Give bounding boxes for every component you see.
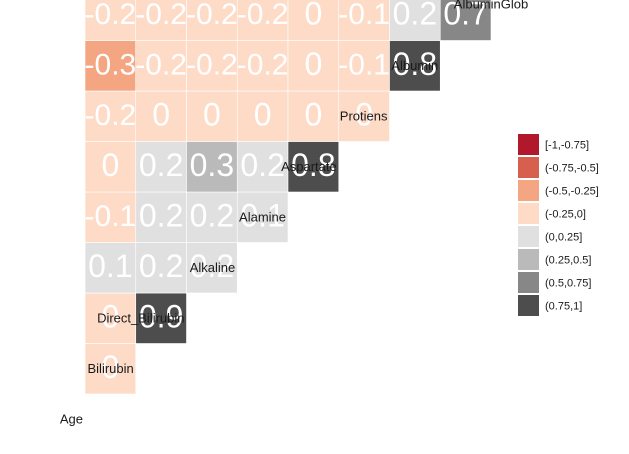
cell-value-label: 0.2 <box>139 147 183 183</box>
heatmap-cell <box>338 40 390 92</box>
cell-value-label: 0.9 <box>139 299 183 335</box>
cell-value-label: 0 <box>304 0 322 32</box>
legend-swatch <box>518 272 539 293</box>
cell-value-label: 0.1 <box>240 198 284 234</box>
cell-value-label: 0 <box>101 349 119 385</box>
cell-value-label: 0 <box>101 299 119 335</box>
legend-swatch <box>518 134 539 155</box>
variable-label: AlbuminGlob <box>454 0 528 12</box>
cell-value-label: 0.2 <box>139 198 183 234</box>
cell-value-label: -0.1 <box>338 0 390 31</box>
cell-value-label: 0.2 <box>240 147 284 183</box>
heatmap-cell <box>439 0 492 41</box>
heatmap-cell <box>186 90 238 142</box>
legend-label: (-0.75,-0.5] <box>545 162 599 174</box>
cell-value-label: 0.3 <box>190 147 234 183</box>
heatmap-cell <box>389 0 441 41</box>
variable-label: Alkaline <box>190 260 236 275</box>
heatmap-cell <box>389 40 441 92</box>
heatmap-cells: 000.1-0.10-0.2-0.3-0.20.90.20.20.20-0.2-… <box>84 0 492 395</box>
cell-value-label: 0 <box>254 97 272 133</box>
cell-value-label: -0.2 <box>186 49 238 82</box>
legend-swatch <box>518 295 539 316</box>
cell-value-label: -0.2 <box>85 99 137 132</box>
variable-label: Albumin <box>391 58 438 73</box>
heatmap-cell <box>338 90 390 142</box>
heatmap-cell <box>135 242 187 294</box>
cell-value-label: 0 <box>152 97 170 133</box>
variable-label: Aspartate <box>281 159 337 174</box>
heatmap-cell <box>236 191 289 243</box>
heatmap-cell <box>186 0 238 41</box>
cell-value-label: -0.2 <box>135 0 187 31</box>
cell-value-label: 0 <box>304 97 322 133</box>
heatmap-cell <box>84 292 137 344</box>
legend-label: (-0.25,0] <box>545 208 586 220</box>
variable-label: Direct_Bilirubin <box>97 311 184 326</box>
legend-label: (0.75,1] <box>545 300 582 312</box>
cell-value-label: 0.2 <box>190 248 234 284</box>
cell-value-label: 0.2 <box>393 0 437 32</box>
heatmap-cell <box>287 0 340 41</box>
cell-value-label: -0.2 <box>237 0 289 31</box>
legend-label: (-0.5,-0.25] <box>545 185 599 197</box>
heatmap-cell <box>135 191 187 243</box>
cell-value-label: -0.2 <box>186 0 238 31</box>
legend-swatch <box>518 249 539 270</box>
heatmap-cell <box>287 90 340 142</box>
legend-swatch <box>518 157 539 178</box>
cell-value-label: -0.1 <box>85 200 137 233</box>
legend-label: (0.25,0.5] <box>545 254 591 266</box>
heatmap-cell <box>84 0 137 41</box>
cell-value-label: 0.7 <box>443 0 487 32</box>
cell-value-label: 0 <box>355 97 373 133</box>
cell-value-label: 0 <box>304 46 322 82</box>
cell-value-label: -0.2 <box>237 49 289 82</box>
cell-value-label: 0.2 <box>190 198 234 234</box>
heatmap-cell <box>84 343 137 395</box>
heatmap-cell <box>186 40 238 92</box>
heatmap-cell <box>84 242 137 294</box>
legend-swatch <box>518 203 539 224</box>
cell-value-label: 0 <box>203 97 221 133</box>
heatmap-cell <box>186 191 238 243</box>
cell-value-label: 0.1 <box>88 248 132 284</box>
cell-value-label: 0.8 <box>291 147 335 183</box>
legend-swatch <box>518 180 539 201</box>
heatmap-cell <box>186 242 238 294</box>
heatmap-cell <box>135 141 187 193</box>
cell-value-label: 0.8 <box>393 46 437 82</box>
legend-label: [-1,-0.75] <box>545 139 589 151</box>
legend: [-1,-0.75] (-0.75,-0.5] (-0.5,-0.25] (-0.25… <box>518 134 599 316</box>
variable-label: Protiens <box>340 109 388 124</box>
legend-swatch <box>518 226 539 247</box>
cell-value-label: -0.3 <box>85 49 137 82</box>
cell-value-label: -0.2 <box>135 49 187 82</box>
legend-label: (0,0.25] <box>545 231 582 243</box>
legend-label: (0.5,0.75] <box>545 277 591 289</box>
variable-label: Bilirubin <box>88 361 134 376</box>
cell-value-label: 0.2 <box>139 248 183 284</box>
cell-value-label: -0.1 <box>338 49 390 82</box>
variable-label: Alamine <box>239 210 286 225</box>
heatmap-cell <box>84 40 137 92</box>
variable-labels: Age Bilirubin Direct_Bilirubin Alkaline Alam… <box>60 0 528 427</box>
cell-value-label: -0.2 <box>85 0 137 31</box>
variable-label: Age <box>60 412 83 427</box>
heatmap-cell <box>287 40 340 92</box>
heatmap-cell <box>338 0 390 41</box>
cell-value-label: 0 <box>101 147 119 183</box>
heatmap-cell <box>135 292 187 344</box>
heatmap-cell <box>287 141 340 193</box>
